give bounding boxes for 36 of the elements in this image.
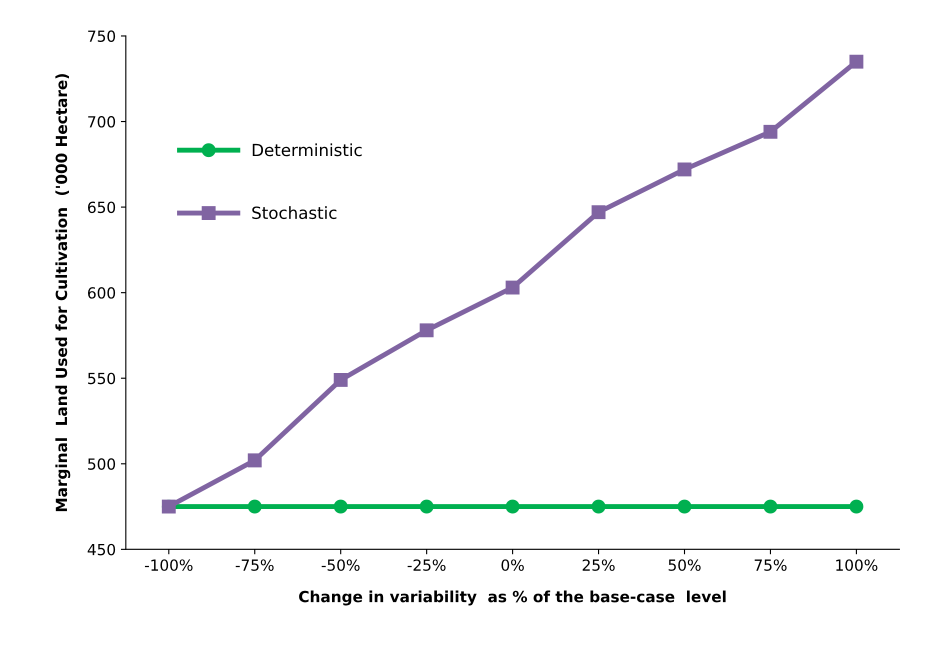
x-tick-label: -100% (144, 559, 193, 571)
point (334, 372, 348, 387)
y-tick-label: 650 (88, 202, 116, 214)
point (506, 500, 520, 514)
x-tick-label: -25% (408, 559, 446, 571)
y-tick-label: 500 (88, 458, 116, 470)
y-tick-label: 550 (88, 372, 116, 384)
point (849, 500, 864, 514)
x-axis-title: Change in variability as % of the base-case level (299, 590, 726, 606)
y-tick-label: 750 (88, 30, 116, 42)
x-tick-label: 0% (501, 559, 524, 571)
point (420, 500, 434, 514)
point (764, 124, 778, 139)
y-tick-label: 700 (88, 116, 116, 128)
y-axis-title: Marginal Land Used for Cultivation ('000 Hectare) (55, 74, 70, 512)
point (592, 500, 606, 514)
y-tick-label: 450 (88, 544, 116, 556)
x-tick-label: 75% (754, 559, 787, 571)
point (849, 54, 864, 69)
point (764, 500, 778, 514)
legend-label: Stochastic (252, 206, 336, 220)
point (592, 205, 606, 220)
point (248, 453, 262, 468)
legend-label: Deterministic (252, 143, 362, 156)
point (334, 500, 348, 514)
y-tick-label: 600 (88, 287, 116, 299)
x-tick-label: -75% (236, 559, 274, 571)
x-tick-label: 100% (836, 559, 878, 571)
x-tick-label: -50% (322, 559, 360, 571)
x-tick-label: 50% (668, 559, 701, 571)
point (678, 500, 692, 514)
point (248, 500, 262, 514)
point (506, 280, 520, 294)
point (420, 323, 434, 338)
x-tick-label: 25% (582, 559, 615, 571)
point (678, 162, 692, 176)
